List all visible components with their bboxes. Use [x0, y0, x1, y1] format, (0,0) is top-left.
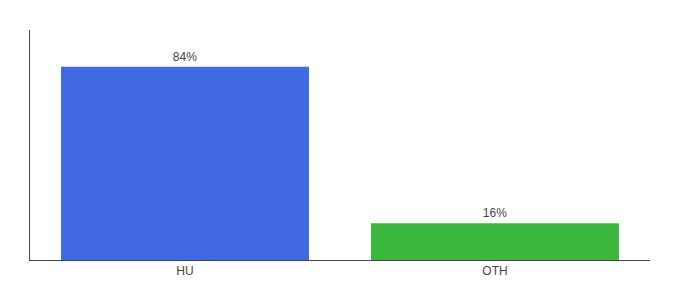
svg-text:16%: 16%: [483, 206, 507, 220]
svg-text:OTH: OTH: [482, 264, 507, 278]
svg-text:HU: HU: [176, 264, 193, 278]
svg-text:84%: 84%: [173, 50, 197, 64]
